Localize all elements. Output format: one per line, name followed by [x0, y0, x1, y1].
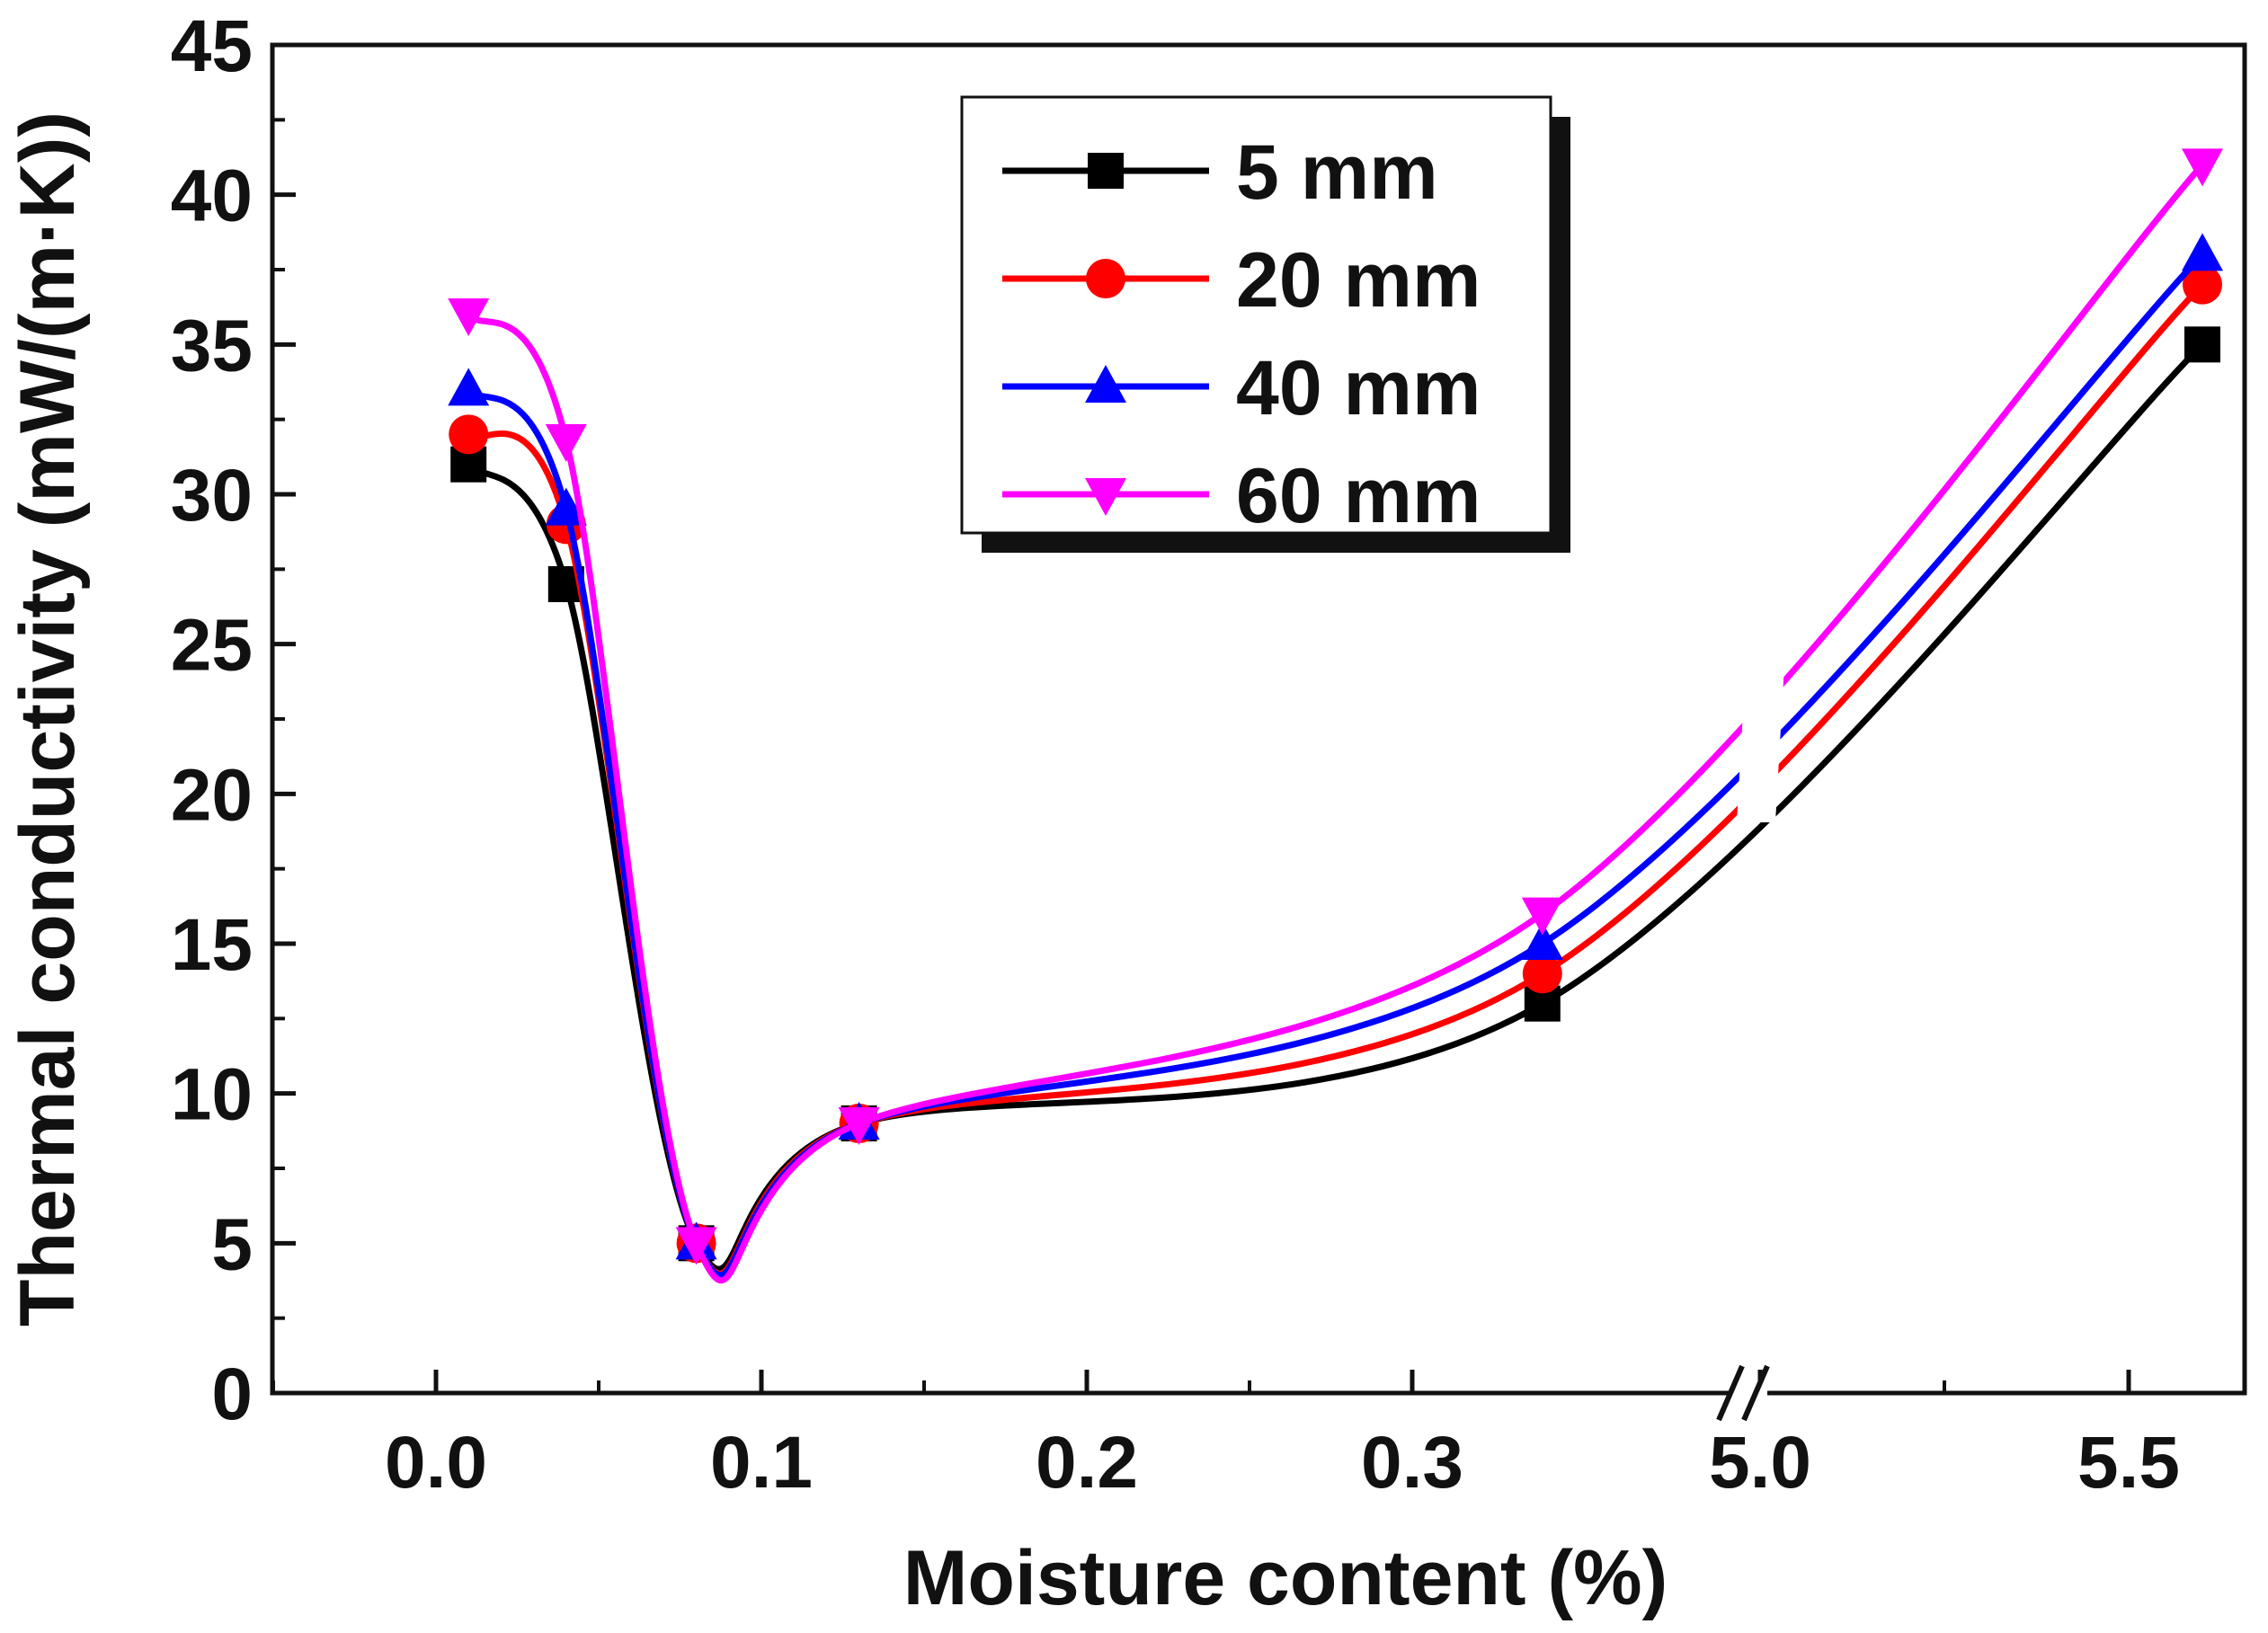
axis-break-mark — [1716, 1364, 1745, 1422]
legend-marker — [1086, 259, 1125, 298]
y-tick-label: 40 — [171, 155, 253, 237]
data-point — [449, 414, 489, 455]
legend-marker — [1085, 365, 1126, 403]
data-point — [448, 368, 490, 406]
legend-label: 60 mm — [1236, 453, 1481, 539]
legend-item: 40 mm — [1002, 345, 1481, 431]
data-point — [545, 487, 587, 526]
data-point — [675, 1227, 717, 1265]
legend: 5 mm 20 mm 40 mm 60 mm — [960, 95, 1570, 553]
y-tick-label: 15 — [171, 904, 253, 986]
curve-break-gap — [1737, 665, 1784, 822]
data-point — [545, 424, 587, 462]
y-tick-label: 35 — [171, 305, 253, 386]
x-tick-label: 5.0 — [1709, 1422, 1811, 1504]
x-tick-label: 0.0 — [385, 1422, 487, 1504]
legend-label: 5 mm — [1236, 129, 1438, 216]
legend-item: 20 mm — [1002, 237, 1481, 324]
legend-label: 40 mm — [1236, 345, 1481, 431]
y-axis-title: Thermal conductivity (mW/(m·K)) — [4, 111, 91, 1327]
x-tick-label: 0.3 — [1361, 1422, 1463, 1504]
legend-item: 5 mm — [1002, 129, 1438, 216]
axes: 0 5 10 15 20 25 30 35 40 45 0.0 0.1 0.2 0.3 5.0 5.5 Mois… — [4, 5, 2247, 1621]
y-tick-label: 20 — [171, 754, 253, 836]
x-tick-label: 0.2 — [1036, 1422, 1138, 1504]
data-point — [2183, 264, 2222, 305]
data-point — [2184, 326, 2220, 363]
axis-break-mark — [1741, 1364, 1770, 1422]
y-tick-label: 45 — [171, 5, 253, 87]
legend-item: 60 mm — [1002, 453, 1481, 539]
y-tick-label: 25 — [171, 605, 253, 687]
data-point — [448, 298, 490, 336]
data-point — [2182, 148, 2223, 187]
y-tick-label: 10 — [171, 1054, 253, 1136]
legend-label: 20 mm — [1236, 237, 1481, 324]
data-point — [2182, 233, 2223, 271]
y-tick-label: 0 — [211, 1353, 253, 1435]
legend-marker — [1085, 478, 1126, 516]
legend-marker — [1088, 153, 1124, 189]
data-point — [1521, 922, 1563, 960]
data-point — [1522, 954, 1562, 994]
y-tick-label: 5 — [211, 1203, 253, 1285]
data-point — [838, 1107, 880, 1145]
data-point — [1521, 897, 1563, 936]
x-tick-label: 5.5 — [2077, 1422, 2180, 1504]
x-tick-label: 0.1 — [710, 1422, 813, 1504]
series-layer — [448, 148, 2223, 1284]
y-tick-label: 30 — [171, 455, 253, 537]
x-axis-title: Moisture content (%) — [903, 1535, 1668, 1621]
